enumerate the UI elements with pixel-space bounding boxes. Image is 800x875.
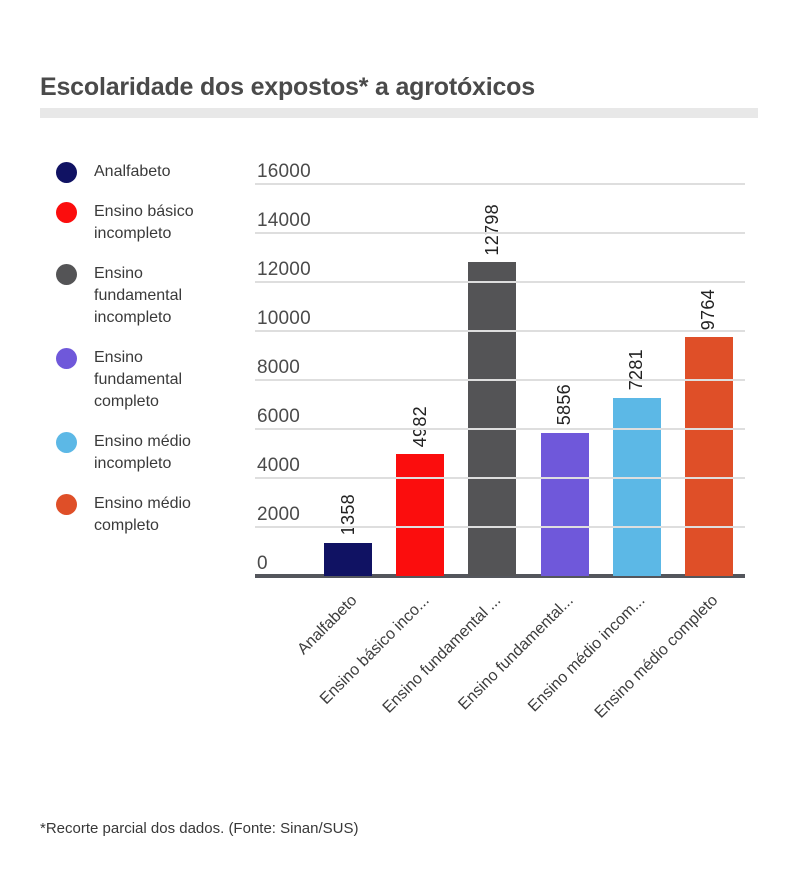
y-gridline	[255, 330, 745, 332]
legend-label: Analfabeto	[94, 163, 171, 180]
legend-dot-icon	[56, 432, 77, 453]
bar	[468, 262, 517, 576]
x-tick-label: Analfabeto	[293, 592, 361, 659]
bar-column: 5856	[529, 184, 601, 576]
bar	[396, 453, 445, 576]
bar-column: 7281	[601, 184, 673, 576]
bar	[324, 542, 373, 576]
page-title: Escolaridade dos expostos* a agrotóxicos	[40, 72, 535, 101]
y-tick-label: 10000	[257, 308, 311, 329]
y-tick-label: 8000	[257, 357, 301, 378]
legend-item: Ensino básico incompleto	[56, 201, 216, 245]
y-tick-label: 12000	[257, 259, 311, 280]
bar-value-label: 7281	[626, 349, 647, 391]
bar	[612, 397, 661, 576]
y-gridline	[255, 183, 745, 185]
title-underline	[40, 108, 758, 118]
legend-dot-icon	[56, 494, 77, 515]
x-axis-labels: Analfabeto Ensino básico inco... Ensino fu…	[294, 584, 745, 759]
x-tick-column: Ensino médio completo	[591, 584, 745, 759]
bar-column: 4982	[384, 184, 456, 576]
x-axis-line	[255, 574, 745, 578]
legend-item: Analfabeto	[56, 161, 216, 183]
legend-label: Ensino médio completo	[94, 495, 191, 534]
y-tick-label: 16000	[257, 161, 311, 182]
legend-label: Ensino fundamental completo	[94, 349, 183, 410]
bar-column: 12798	[456, 184, 528, 576]
y-gridline	[255, 379, 745, 381]
bars: 1358 4982 12798 5856 7281 9764	[312, 184, 745, 576]
y-gridline	[255, 428, 745, 430]
legend-label: Ensino fundamental incompleto	[94, 265, 183, 326]
y-tick-label: 0	[257, 553, 268, 574]
legend-dot-icon	[56, 162, 77, 183]
legend-item: Ensino fundamental incompleto	[56, 263, 216, 329]
bar-column: 9764	[673, 184, 745, 576]
source-footnote: *Recorte parcial dos dados. (Fonte: Sina…	[40, 820, 359, 837]
legend-dot-icon	[56, 264, 77, 285]
bar	[684, 336, 733, 576]
legend-dot-icon	[56, 348, 77, 369]
bar-value-label: 5856	[554, 384, 575, 426]
legend-label: Ensino médio incompleto	[94, 433, 191, 472]
y-tick-label: 6000	[257, 406, 301, 427]
bar-column: 1358	[312, 184, 384, 576]
bar-value-label: 4982	[409, 405, 430, 447]
legend-label: Ensino básico incompleto	[94, 203, 194, 242]
y-tick-label: 4000	[257, 455, 301, 476]
bar-value-label: 1358	[337, 494, 358, 536]
y-gridline	[255, 232, 745, 234]
chart-legend: Analfabeto Ensino básico incompleto Ensino…	[56, 161, 216, 537]
y-gridline	[255, 526, 745, 528]
legend-item: Ensino médio incompleto	[56, 431, 216, 475]
y-gridline	[255, 477, 745, 479]
y-tick-label: 2000	[257, 504, 301, 525]
y-tick-label: 14000	[257, 210, 311, 231]
legend-dot-icon	[56, 202, 77, 223]
plot-area: 1358 4982 12798 5856 7281 9764 0 2000 4000 6000 8…	[255, 162, 745, 578]
bar-value-label: 9764	[698, 288, 719, 330]
bar-value-label: 12798	[481, 203, 502, 256]
y-gridline	[255, 281, 745, 283]
legend-item: Ensino médio completo	[56, 493, 216, 537]
legend-item: Ensino fundamental completo	[56, 347, 216, 413]
bar	[540, 432, 589, 576]
